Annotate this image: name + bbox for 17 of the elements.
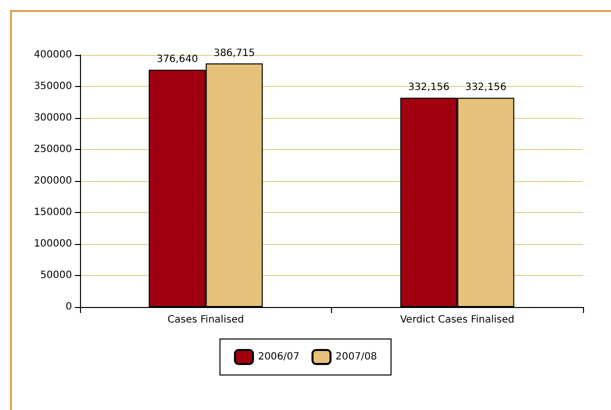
data-label: 332,156 (408, 82, 450, 94)
y-tick-label: 250000 (34, 144, 72, 155)
legend-label: 2006/07 (258, 352, 300, 362)
y-tick-label: 0 (66, 302, 72, 312)
x-tick-label: Cases Finalised (168, 314, 244, 326)
y-tick-label: 200000 (34, 176, 72, 186)
x-tick-label: Verdict Cases Finalised (400, 314, 514, 326)
y-tick-label: 50000 (40, 270, 72, 281)
y-tick-label: 100000 (34, 238, 72, 250)
data-label: 376,640 (156, 54, 198, 66)
y-tick-label: 300000 (34, 112, 72, 124)
legend-label: 2007/08 (336, 352, 378, 362)
data-label: 386,715 (214, 48, 255, 59)
data-label: 332,156 (465, 82, 506, 94)
y-tick-label: 150000 (34, 207, 72, 218)
y-tick-label: 400000 (34, 50, 72, 60)
y-tick-label: 350000 (34, 81, 72, 92)
